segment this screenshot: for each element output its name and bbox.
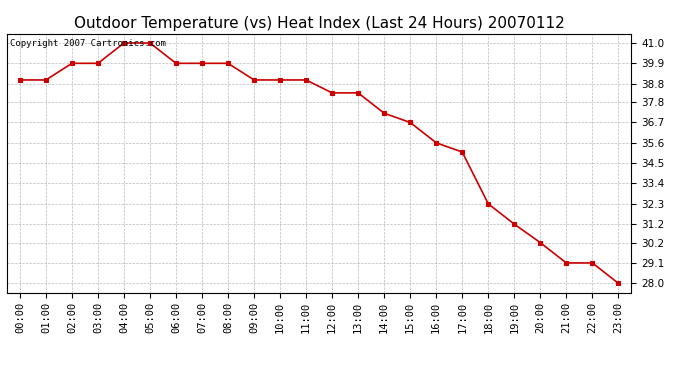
Title: Outdoor Temperature (vs) Heat Index (Last 24 Hours) 20070112: Outdoor Temperature (vs) Heat Index (Las… — [74, 16, 564, 31]
Text: Copyright 2007 Cartronics.com: Copyright 2007 Cartronics.com — [10, 39, 166, 48]
